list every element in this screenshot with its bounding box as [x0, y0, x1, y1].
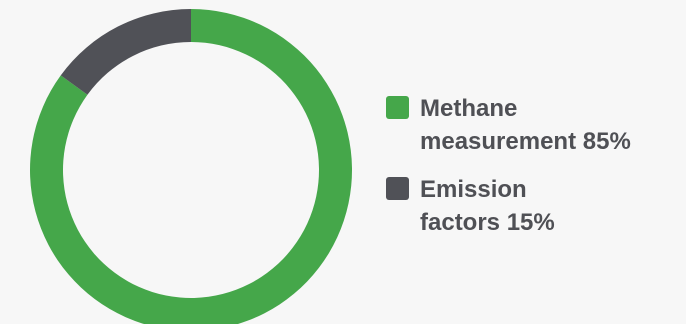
legend-swatch-emission-factors — [386, 177, 409, 200]
legend-swatch-methane-measurement — [386, 96, 409, 119]
legend-item-emission-factors: Emission factors 15% — [386, 173, 686, 239]
legend-label-methane-line1: Methane — [420, 95, 518, 122]
legend-label-emission-line1: Emission — [420, 176, 527, 203]
legend-label-methane-line2: measurement — [420, 128, 577, 155]
legend-value-emission-factors: 15% — [506, 209, 555, 236]
legend-label-emission-line2: factors — [420, 209, 501, 236]
legend-value-methane-measurement: 85% — [582, 128, 631, 155]
donut-slice-emission-factors — [60, 9, 192, 95]
chart-legend: Methane measurement 85% Emission factors… — [386, 92, 686, 254]
legend-item-methane-measurement: Methane measurement 85% — [386, 92, 686, 158]
